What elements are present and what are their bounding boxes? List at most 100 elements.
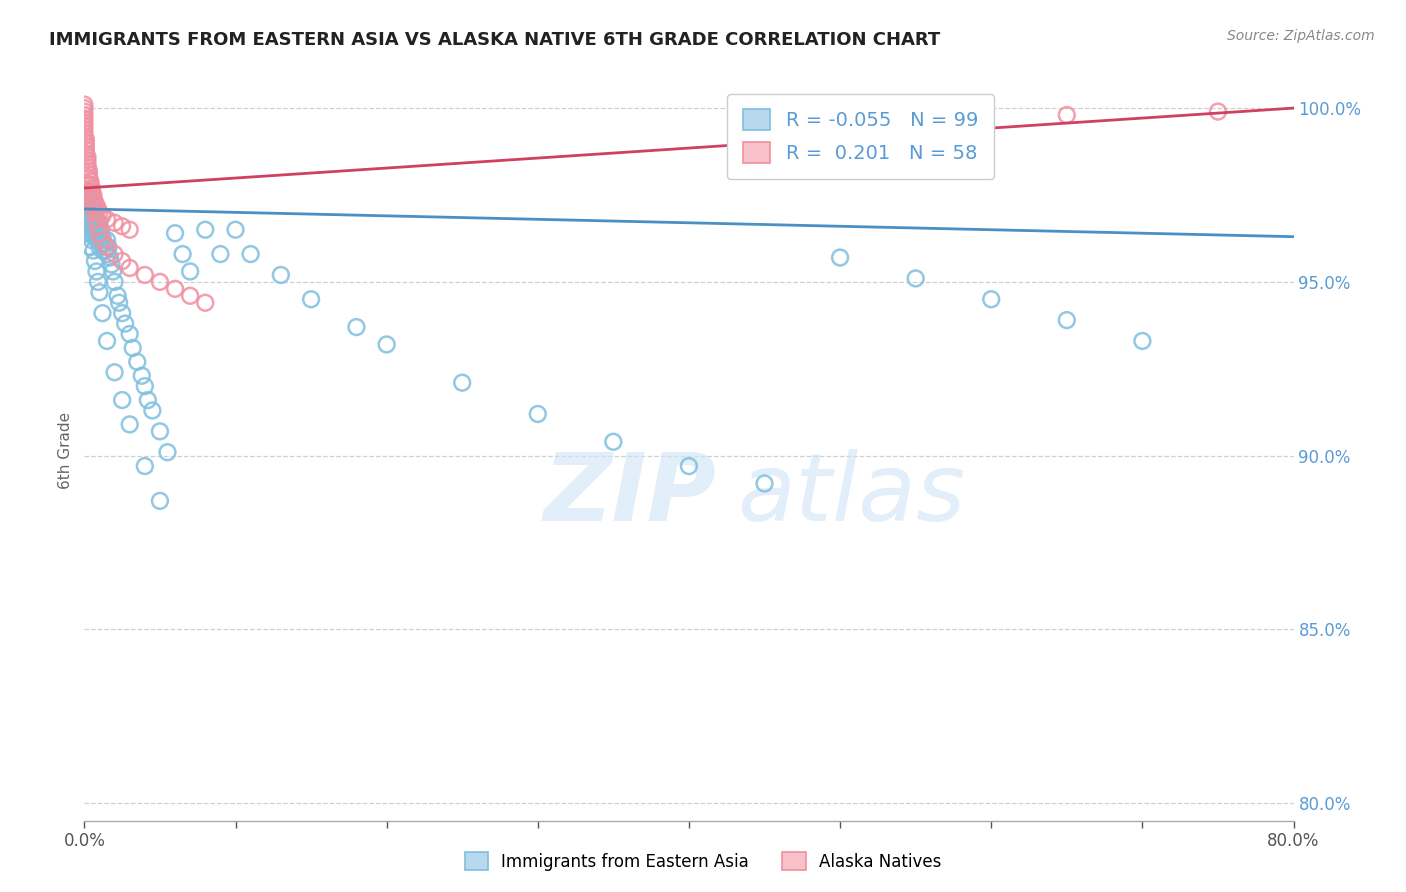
Point [89, 240, 111, 254]
Point [104, 275, 127, 289]
Point [73, 97, 96, 112]
Point [91, 306, 114, 320]
Point [75, 194, 97, 209]
Point [87, 202, 110, 216]
Point [96, 240, 118, 254]
Point [96, 247, 118, 261]
Point [80, 223, 103, 237]
Point [75, 143, 97, 157]
Point [84, 205, 107, 219]
Point [76, 219, 98, 234]
Point [75, 139, 97, 153]
Point [118, 260, 141, 275]
Point [104, 216, 127, 230]
Point [97, 240, 120, 254]
Point [86, 229, 108, 244]
Point [75, 209, 97, 223]
Point [80, 233, 103, 247]
Legend: R = -0.055   N = 99, R =  0.201   N = 58: R = -0.055 N = 99, R = 0.201 N = 58 [727, 94, 994, 179]
Point [96, 233, 118, 247]
Point [76, 153, 98, 168]
Point [346, 320, 368, 334]
Point [77, 163, 100, 178]
Point [904, 271, 927, 285]
Point [527, 407, 550, 421]
Point [96, 212, 118, 227]
Point [93, 236, 115, 251]
Point [84, 194, 107, 209]
Point [77, 212, 100, 227]
Point [830, 251, 852, 265]
Point [82, 205, 104, 219]
Point [91, 233, 114, 247]
Point [165, 226, 187, 240]
Point [904, 112, 927, 126]
Point [111, 306, 134, 320]
Point [678, 459, 700, 474]
Point [80, 191, 103, 205]
Point [73, 112, 96, 126]
Point [121, 341, 143, 355]
Point [111, 219, 134, 234]
Point [76, 185, 98, 199]
Point [76, 198, 98, 212]
Point [79, 174, 101, 188]
Point [76, 205, 98, 219]
Point [96, 334, 118, 348]
Point [82, 188, 104, 202]
Point [80, 181, 103, 195]
Point [149, 275, 172, 289]
Point [134, 268, 156, 282]
Point [1056, 313, 1078, 327]
Text: Source: ZipAtlas.com: Source: ZipAtlas.com [1227, 29, 1375, 43]
Point [209, 247, 232, 261]
Point [104, 247, 127, 261]
Point [79, 202, 101, 216]
Point [179, 289, 201, 303]
Point [77, 170, 100, 185]
Point [84, 212, 107, 227]
Point [79, 240, 101, 254]
Point [86, 212, 108, 227]
Text: IMMIGRANTS FROM EASTERN ASIA VS ALASKA NATIVE 6TH GRADE CORRELATION CHART: IMMIGRANTS FROM EASTERN ASIA VS ALASKA N… [49, 31, 941, 49]
Point [75, 191, 97, 205]
Point [118, 326, 141, 341]
Point [73, 128, 96, 143]
Point [87, 219, 110, 234]
Point [136, 392, 159, 407]
Point [134, 379, 156, 393]
Point [94, 244, 117, 258]
Point [75, 212, 97, 227]
Point [79, 226, 101, 240]
Point [84, 254, 107, 268]
Text: atlas: atlas [737, 450, 966, 541]
Point [91, 229, 114, 244]
Point [76, 157, 98, 171]
Point [80, 185, 103, 199]
Point [73, 188, 96, 202]
Point [82, 219, 104, 234]
Point [73, 108, 96, 122]
Point [299, 292, 322, 306]
Point [75, 146, 97, 161]
Point [86, 198, 108, 212]
Point [1206, 104, 1229, 119]
Point [89, 229, 111, 244]
Point [80, 198, 103, 212]
Point [73, 125, 96, 139]
Point [73, 101, 96, 115]
Point [73, 202, 96, 216]
Point [156, 445, 179, 459]
Point [73, 122, 96, 136]
Point [79, 212, 101, 227]
Point [82, 244, 104, 258]
Point [98, 251, 121, 265]
Point [75, 132, 97, 146]
Point [194, 223, 217, 237]
Point [100, 258, 122, 272]
Point [73, 104, 96, 119]
Point [134, 459, 156, 474]
Point [80, 212, 103, 227]
Point [451, 376, 474, 390]
Point [84, 226, 107, 240]
